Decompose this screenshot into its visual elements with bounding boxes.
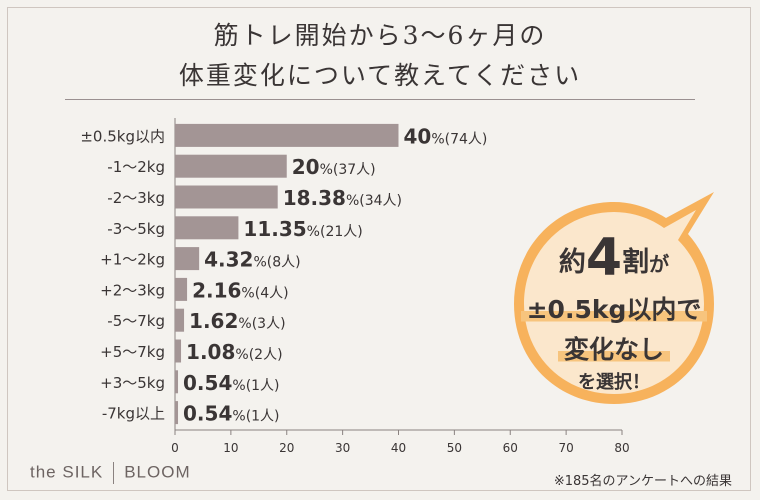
value-label-5: 2.16%(4人) xyxy=(192,278,289,302)
count-label-5: (4人) xyxy=(255,285,289,301)
value-label-8: 0.54%(1人) xyxy=(183,371,280,395)
category-label-9: -7kg以上 xyxy=(102,405,165,423)
value-label-9: 0.54%(1人) xyxy=(183,402,280,426)
percent-sign-3: % xyxy=(307,224,320,240)
x-tick-label-5: 50 xyxy=(447,441,462,455)
category-label-1: -1〜2kg xyxy=(107,158,165,176)
callout-line-3: 変化なし xyxy=(500,330,728,366)
count-label-0: (74人) xyxy=(445,131,488,147)
bar-9 xyxy=(175,401,179,425)
value-label-4: 4.32%(8人) xyxy=(204,248,301,272)
brand-left: the SILK xyxy=(30,462,104,482)
bar-1 xyxy=(175,154,287,178)
category-label-2: -2〜3kg xyxy=(107,189,165,207)
count-label-6: (3人) xyxy=(252,316,286,332)
x-tick-label-4: 40 xyxy=(391,441,406,455)
category-label-5: +2〜3kg xyxy=(100,281,165,299)
callout-line-2-text: ±0.5kg以内で xyxy=(520,295,708,324)
chart-title-line-1: 筋トレ開始から3〜6ヶ月の xyxy=(213,21,547,50)
count-label-7: (2人) xyxy=(249,347,283,363)
count-label-2: (34人) xyxy=(359,193,402,209)
x-tick-label-3: 30 xyxy=(335,441,350,455)
count-label-8: (1人) xyxy=(246,378,280,394)
x-tick-label-0: 0 xyxy=(171,441,179,455)
value-label-2: 18.38%(34人) xyxy=(283,186,402,210)
callout-line-4: を選択！ xyxy=(578,372,650,393)
bar-8 xyxy=(175,370,179,394)
bar-7 xyxy=(175,339,182,363)
percent-sign-2: % xyxy=(346,193,359,209)
brand-separator xyxy=(113,462,115,484)
x-tick-label-2: 20 xyxy=(279,441,294,455)
footnote: ※185名のアンケートへの結果 xyxy=(553,474,732,489)
bar-5 xyxy=(175,277,188,301)
outer-frame xyxy=(7,7,751,491)
x-tick-label-6: 60 xyxy=(503,441,518,455)
title-divider xyxy=(65,99,695,100)
count-label-3: (21人) xyxy=(320,224,363,240)
percent-sign-9: % xyxy=(232,409,245,425)
callout-line-1: 約4割が xyxy=(500,228,728,288)
value-label-7: 1.08%(2人) xyxy=(186,340,283,364)
category-label-0: ±0.5kg以内 xyxy=(80,127,165,145)
category-label-6: -5〜7kg xyxy=(107,312,165,330)
percent-sign-4: % xyxy=(253,255,266,271)
category-label-3: -3〜5kg xyxy=(107,220,165,238)
category-label-8: +3〜5kg xyxy=(100,374,165,392)
bar-4 xyxy=(175,247,200,271)
callout-big-number: 4 xyxy=(585,228,623,288)
bar-3 xyxy=(175,216,239,240)
x-tick-label-1: 10 xyxy=(223,441,238,455)
callout-post: 割 xyxy=(622,247,650,278)
bar-2 xyxy=(175,185,278,209)
percent-sign-8: % xyxy=(232,378,245,394)
percent-sign-7: % xyxy=(235,347,248,363)
callout-line-2: ±0.5kg以内で xyxy=(500,290,728,326)
callout-particle: が xyxy=(649,252,670,276)
percent-sign-0: % xyxy=(431,131,444,147)
value-label-3: 11.35%(21人) xyxy=(243,217,362,241)
chart-title-line-2: 体重変化について教えてください xyxy=(178,61,582,90)
value-label-6: 1.62%(3人) xyxy=(189,309,286,333)
percent-sign-5: % xyxy=(241,285,254,301)
bar-0 xyxy=(175,123,399,147)
brand-right: BLOOM xyxy=(124,462,191,482)
bar-6 xyxy=(175,308,185,332)
brand-logo: the SILK BLOOM xyxy=(30,462,191,484)
callout-pre: 約 xyxy=(558,247,586,278)
count-label-1: (37人) xyxy=(333,162,376,178)
callout-line-3-text: 変化なし xyxy=(557,335,670,364)
count-label-4: (8人) xyxy=(267,255,301,271)
count-label-9: (1人) xyxy=(246,409,280,425)
percent-sign-1: % xyxy=(320,162,333,178)
x-tick-label-7: 70 xyxy=(558,441,573,455)
category-label-4: +1〜2kg xyxy=(100,251,165,269)
x-tick-label-8: 80 xyxy=(614,441,629,455)
value-label-0: 40%(74人) xyxy=(404,124,488,148)
percent-sign-6: % xyxy=(238,316,251,332)
value-label-1: 20%(37人) xyxy=(292,155,376,179)
category-label-7: +5〜7kg xyxy=(100,343,165,361)
